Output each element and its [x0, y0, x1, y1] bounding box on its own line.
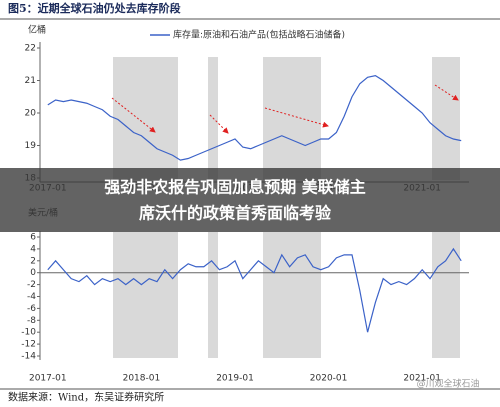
figure-title: 图5：近期全球石油仍处去库存阶段 [8, 1, 181, 15]
source: 数据来源：Wind，东吴证券研究所 [8, 391, 164, 404]
y-tick-label: 6 [30, 233, 36, 243]
x-tick-label: 2018-01 [123, 374, 161, 384]
y-tick-label: 21 [25, 76, 36, 86]
series-line [47, 247, 462, 333]
y-tick-label: 20 [25, 109, 37, 119]
y-tick-label: 0 [30, 268, 36, 278]
y-tick-label: 22 [25, 44, 36, 54]
x-tick-label: 2020-01 [310, 374, 348, 384]
watermark: @川观全球石油 [416, 378, 479, 390]
trend-arrows [111, 84, 459, 134]
y-tick-label: -12 [21, 340, 36, 350]
y-tick-label: 19 [25, 141, 37, 151]
legend-label: 库存量:原油和石油产品(包括战略石油储备) [173, 29, 345, 41]
y-axis-unit: 亿桶 [28, 24, 46, 36]
y-tick-label: -8 [27, 316, 36, 326]
x-tick-label: 2019-01 [216, 374, 254, 384]
headline-line: 席沃什的政策首秀面临考验 [139, 204, 332, 223]
headline-banner [0, 168, 500, 232]
series-line [47, 74, 462, 161]
x-tick-label: 2017-01 [29, 374, 67, 384]
y-tick-label: -2 [27, 280, 36, 290]
y-tick-label: 4 [30, 244, 36, 254]
y-tick-label: -6 [27, 304, 36, 314]
y-tick-label: 2 [30, 256, 36, 266]
x-tick-label: 2021-01 [403, 374, 441, 384]
shaded-periods [113, 57, 460, 358]
headline-line: 强劲非农报告巩固加息预期 美联储主 [104, 178, 366, 197]
y-tick-label: -14 [21, 352, 36, 362]
y-tick-label: -4 [27, 292, 36, 302]
y-tick-label: -10 [21, 328, 36, 338]
